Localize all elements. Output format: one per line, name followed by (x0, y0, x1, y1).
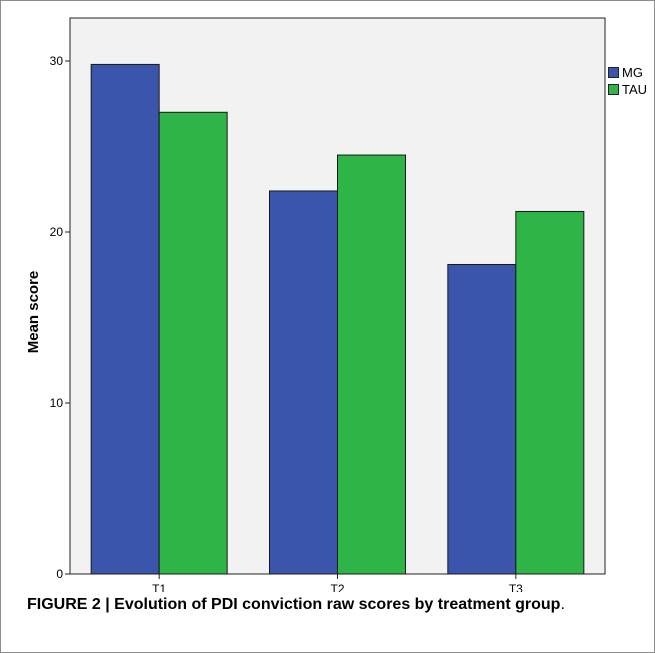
legend-swatch (608, 67, 619, 78)
x-tick-label: T3 (509, 582, 523, 592)
legend-swatch (608, 84, 619, 95)
y-axis: 0 10 20 30 (50, 54, 70, 581)
y-tick-label: 0 (56, 567, 63, 581)
legend-label: TAU (622, 82, 647, 97)
y-axis-label: Mean score (25, 271, 42, 354)
bar-tau-t1 (159, 112, 227, 574)
caption-text: FIGURE 2 | Evolution of PDI conviction r… (27, 596, 560, 613)
bar-mg-t3 (448, 264, 516, 574)
y-tick-label: 10 (50, 396, 64, 410)
bar-mg-t1 (91, 64, 159, 574)
figure-caption: FIGURE 2 | Evolution of PDI conviction r… (27, 596, 565, 614)
bar-chart: 0 10 20 30 T1 T2 T3 Mean score (0, 0, 655, 592)
bar-tau-t2 (338, 155, 406, 574)
x-tick-label: T2 (330, 582, 344, 592)
caption-period: . (560, 596, 564, 613)
y-tick-label: 30 (50, 54, 64, 68)
bar-mg-t2 (270, 191, 338, 574)
legend-label: MG (622, 65, 643, 80)
x-tick-label: T1 (152, 582, 166, 592)
bar-tau-t3 (516, 211, 584, 574)
x-axis: T1 T2 T3 (152, 574, 523, 592)
y-tick-label: 20 (50, 225, 64, 239)
